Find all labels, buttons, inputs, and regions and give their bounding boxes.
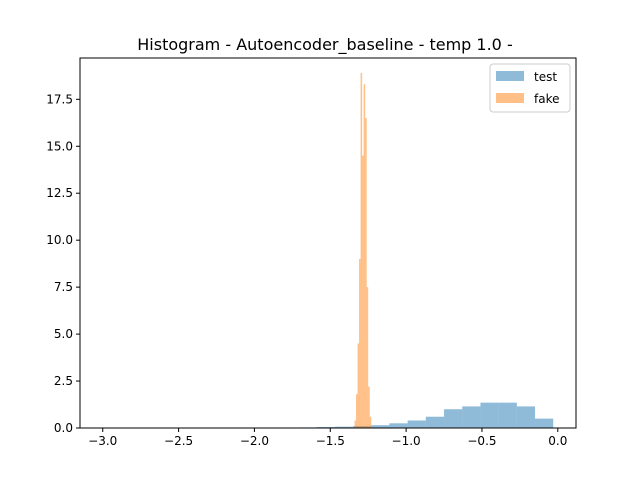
bars-layer	[98, 73, 554, 428]
bar-test-21	[480, 402, 499, 428]
bar-fake-4	[360, 73, 363, 428]
x-axis: −3.0 −2.5 −2.0 −1.5 −1.0 −0.5 0.0	[88, 428, 567, 448]
x-tick-label: −0.5	[467, 434, 496, 448]
bar-test-23	[516, 406, 536, 428]
legend: test fake	[489, 63, 571, 113]
x-tick-label: −2.5	[164, 434, 193, 448]
y-tick-label: 2.5	[54, 374, 73, 388]
x-tick-label: −1.5	[316, 434, 345, 448]
legend-swatch-fake	[496, 93, 524, 103]
bar-fake-0	[354, 420, 357, 428]
bar-test-20	[462, 406, 481, 428]
bar-test-24	[535, 418, 554, 428]
bar-test-13	[334, 426, 354, 428]
x-tick-label: 0.0	[548, 434, 567, 448]
bar-fake-1	[356, 394, 358, 428]
y-tick-label: 5.0	[54, 327, 73, 341]
plot-frame	[79, 57, 577, 429]
y-tick-label: 7.5	[54, 280, 73, 294]
bar-test-15	[371, 425, 390, 428]
bar-fake-3	[359, 258, 361, 428]
bar-test-22	[498, 402, 517, 428]
y-tick-label: 17.5	[46, 92, 73, 106]
plot-area	[80, 58, 576, 428]
x-tick-label: −2.0	[240, 434, 269, 448]
bar-fake-2	[357, 343, 360, 428]
y-tick-label: 12.5	[46, 186, 73, 200]
y-axis: 0.0 2.5 5.0 7.5 10.0 12.5 15.0 17.5	[46, 92, 80, 435]
legend-swatch-test	[496, 71, 524, 81]
bar-fake-7	[365, 118, 367, 428]
bar-fake-9	[368, 386, 370, 428]
bar-fake-8	[366, 287, 369, 428]
bar-fake-10	[369, 416, 372, 428]
chart-title: Histogram - Autoencoder_baseline - temp …	[137, 35, 512, 55]
bar-test-17	[407, 420, 426, 428]
y-tick-label: 15.0	[46, 139, 73, 153]
bar-test-19	[444, 409, 463, 428]
bar-fake-6	[363, 84, 366, 428]
legend-label-fake: fake	[534, 92, 559, 106]
bar-test-18	[425, 416, 445, 428]
x-tick-label: −3.0	[88, 434, 117, 448]
y-tick-label: 0.0	[54, 421, 73, 435]
legend-label-test: test	[534, 70, 557, 84]
x-tick-label: −1.0	[392, 434, 421, 448]
y-tick-label: 10.0	[46, 233, 73, 247]
bar-test-16	[389, 423, 408, 428]
bar-fake-5	[362, 155, 364, 428]
